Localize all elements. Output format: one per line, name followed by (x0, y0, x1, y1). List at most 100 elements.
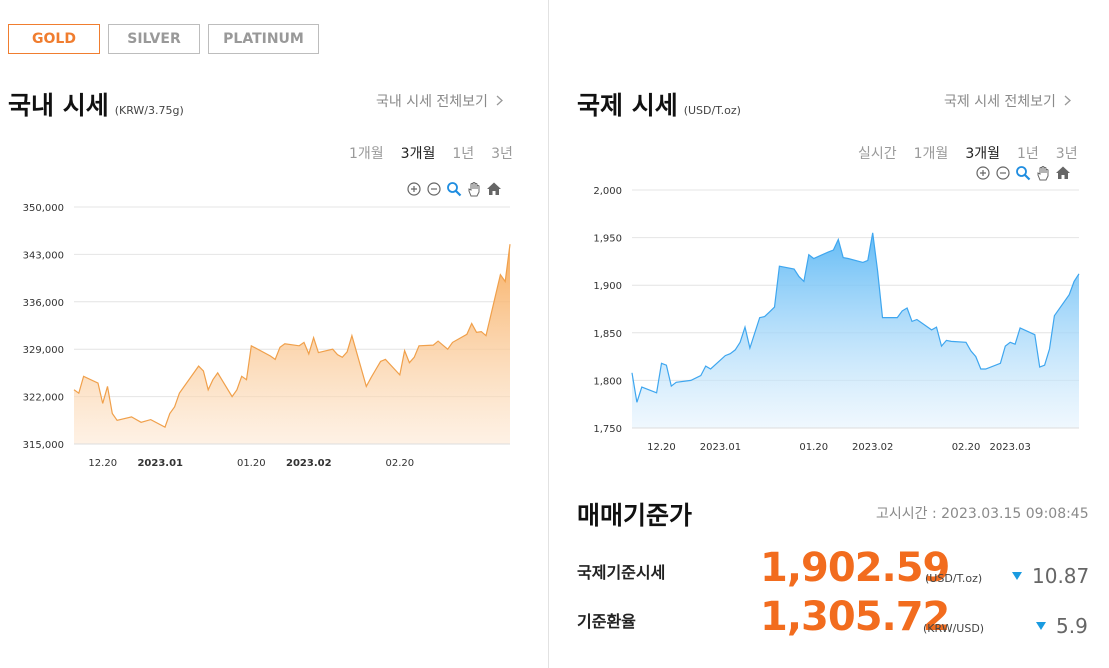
tab-silver[interactable]: SILVER (108, 24, 200, 54)
x-tick-label: 2023.01 (137, 458, 183, 469)
data-point (980, 368, 982, 370)
notice-label: 고시시간 : (876, 506, 937, 522)
x-tick-label: 01.20 (799, 442, 828, 453)
domestic-view-all-link[interactable]: 국내 시세 전체보기 (376, 91, 503, 111)
series-line (73, 244, 511, 428)
data-point (768, 311, 770, 313)
tab-platinum[interactable]: PLATINUM (208, 24, 319, 54)
data-point (655, 392, 657, 394)
x-tick-label: 12.20 (647, 442, 676, 453)
data-point (798, 275, 800, 277)
data-point (906, 307, 908, 309)
y-tick-label: 343,000 (23, 250, 64, 261)
y-tick-label: 2,000 (593, 186, 622, 197)
data-point (862, 261, 864, 263)
data-point (670, 385, 672, 387)
data-point (1039, 366, 1041, 368)
international-title: 국제 시세 (USD/T.oz) (577, 86, 741, 122)
international-view-all-label: 국제 시세 전체보기 (944, 94, 1056, 110)
data-point (700, 374, 702, 376)
y-tick-label: 315,000 (23, 440, 64, 451)
zoom-out-icon[interactable] (426, 181, 442, 197)
exchange-rate-value: 1,305.72 (760, 594, 950, 640)
international-period-1m[interactable]: 1개월 (913, 146, 949, 162)
data-point (930, 329, 932, 331)
international-view-all-link[interactable]: 국제 시세 전체보기 (944, 91, 1071, 111)
y-tick-label: 1,950 (593, 234, 622, 245)
international-chart-tools (975, 165, 1071, 181)
zoom-in-icon[interactable] (406, 181, 422, 197)
data-point (675, 381, 677, 383)
data-point (975, 355, 977, 357)
data-point (724, 354, 726, 356)
x-tick-label: 2023.03 (990, 442, 1031, 453)
data-point (1009, 341, 1011, 343)
home-icon[interactable] (1055, 165, 1071, 181)
data-point (813, 257, 815, 259)
data-point (985, 368, 987, 370)
domestic-view-all-label: 국내 시세 전체보기 (376, 94, 488, 110)
data-point (1073, 280, 1075, 282)
data-point (778, 265, 780, 267)
domestic-price-chart[interactable]: 315,000 322,000 329,000 336,000 343,000 350,0… (0, 0, 548, 480)
international-period-live[interactable]: 실시간 (858, 146, 897, 162)
hand-pan-icon[interactable] (1035, 165, 1051, 181)
magnifier-icon[interactable] (1015, 165, 1031, 181)
series-area (74, 244, 510, 444)
tab-gold[interactable]: GOLD (8, 24, 100, 54)
x-tick-label: 12.20 (88, 458, 117, 469)
international-period-3m[interactable]: 3개월 (965, 146, 1000, 162)
magnifier-icon[interactable] (446, 181, 462, 197)
data-point (950, 340, 952, 342)
metal-tabs: GOLD SILVER PLATINUM (8, 24, 319, 54)
data-point (749, 347, 751, 349)
intl-base-price-unit: (USD/T.oz) (925, 572, 983, 585)
international-period-3y[interactable]: 3년 (1055, 146, 1078, 162)
intl-base-price-change: 10.87 (1012, 564, 1089, 588)
intl-base-price-label: 국제기준시세 (577, 563, 666, 582)
home-icon[interactable] (486, 181, 502, 197)
domestic-chart-tools (406, 181, 502, 197)
data-point (793, 268, 795, 270)
panel-divider (548, 0, 549, 668)
international-period-1y[interactable]: 1년 (1016, 146, 1039, 162)
domestic-period-3y[interactable]: 3년 (491, 146, 513, 162)
chevron-right-icon (496, 94, 503, 110)
international-title-text: 국제 시세 (577, 91, 678, 120)
zoom-in-icon[interactable] (975, 165, 991, 181)
data-point (1053, 315, 1055, 317)
data-point (705, 365, 707, 367)
data-point (744, 326, 746, 328)
international-price-chart[interactable]: 1,750 1,800 1,850 1,900 1,950 2,000 12.20 2023.… (0, 0, 1109, 470)
data-point (872, 232, 874, 234)
data-point (1043, 364, 1045, 366)
data-point (759, 316, 761, 318)
data-point (832, 249, 834, 251)
zoom-out-icon[interactable] (995, 165, 1011, 181)
data-point (660, 362, 662, 364)
international-unit: (USD/T.oz) (683, 104, 741, 117)
exchange-rate-unit: (KRW/USD) (923, 622, 985, 635)
base-price-title: 매매기준가 (577, 501, 693, 530)
data-point (847, 257, 849, 259)
hand-pan-icon[interactable] (466, 181, 482, 197)
exchange-rate-change-value: 5.9 (1056, 614, 1088, 638)
data-point (641, 386, 643, 388)
domestic-period-3m[interactable]: 3개월 (400, 146, 436, 162)
data-point (970, 350, 972, 352)
data-point (763, 315, 765, 317)
x-tick-label: 2023.01 (700, 442, 741, 453)
data-point (1014, 343, 1016, 345)
data-point (803, 280, 805, 282)
data-point (876, 270, 878, 272)
domestic-period-1y[interactable]: 1년 (452, 146, 475, 162)
series-line (631, 232, 1080, 403)
data-point (734, 349, 736, 351)
data-point (842, 256, 844, 258)
domestic-period-tabs: 1개월 3개월 1년 3년 (349, 143, 513, 163)
data-point (881, 316, 883, 318)
x-tick-label: 02.20 (385, 458, 414, 469)
data-point (940, 345, 942, 347)
domestic-period-1m[interactable]: 1개월 (349, 146, 384, 162)
domestic-unit: (KRW/3.75g) (114, 104, 184, 117)
